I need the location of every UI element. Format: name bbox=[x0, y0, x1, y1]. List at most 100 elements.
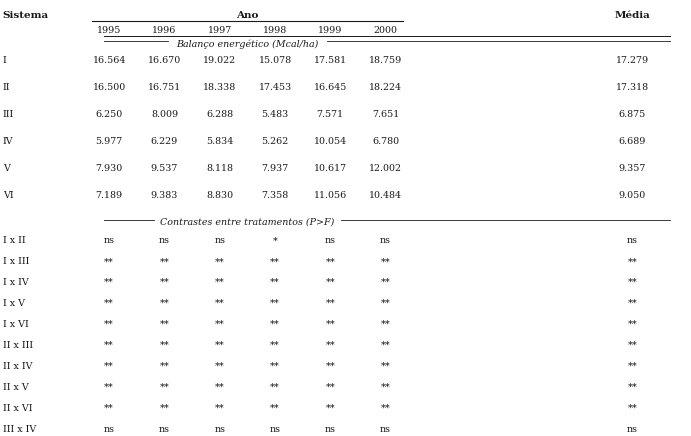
Text: **: ** bbox=[627, 404, 637, 413]
Text: 8.118: 8.118 bbox=[206, 164, 234, 173]
Text: III: III bbox=[3, 110, 14, 119]
Text: ns: ns bbox=[380, 425, 391, 434]
Text: ns: ns bbox=[269, 425, 281, 434]
Text: 6.229: 6.229 bbox=[151, 137, 178, 146]
Text: ns: ns bbox=[159, 236, 170, 245]
Text: ns: ns bbox=[104, 425, 115, 434]
Text: **: ** bbox=[104, 383, 114, 392]
Text: 9.383: 9.383 bbox=[151, 191, 178, 200]
Text: Sistema: Sistema bbox=[3, 11, 49, 20]
Text: **: ** bbox=[104, 341, 114, 350]
Text: ns: ns bbox=[380, 236, 391, 245]
Text: 6.250: 6.250 bbox=[95, 110, 123, 119]
Text: ns: ns bbox=[214, 236, 225, 245]
Text: 12.002: 12.002 bbox=[369, 164, 402, 173]
Text: **: ** bbox=[381, 257, 390, 266]
Text: 19.022: 19.022 bbox=[203, 56, 236, 65]
Text: **: ** bbox=[215, 362, 225, 371]
Text: **: ** bbox=[215, 383, 225, 392]
Text: **: ** bbox=[381, 299, 390, 308]
Text: **: ** bbox=[104, 320, 114, 329]
Text: **: ** bbox=[215, 404, 225, 413]
Text: V: V bbox=[3, 164, 10, 173]
Text: 17.581: 17.581 bbox=[314, 56, 347, 65]
Text: 7.358: 7.358 bbox=[261, 191, 289, 200]
Text: Ano: Ano bbox=[236, 11, 258, 20]
Text: 10.484: 10.484 bbox=[369, 191, 402, 200]
Text: **: ** bbox=[325, 320, 335, 329]
Text: **: ** bbox=[627, 257, 637, 266]
Text: 7.937: 7.937 bbox=[261, 164, 289, 173]
Text: 6.780: 6.780 bbox=[372, 137, 399, 146]
Text: **: ** bbox=[325, 257, 335, 266]
Text: **: ** bbox=[160, 257, 169, 266]
Text: 6.689: 6.689 bbox=[618, 137, 646, 146]
Text: I x IV: I x IV bbox=[3, 278, 28, 287]
Text: 17.279: 17.279 bbox=[616, 56, 649, 65]
Text: ns: ns bbox=[325, 236, 336, 245]
Text: 16.500: 16.500 bbox=[93, 83, 126, 92]
Text: **: ** bbox=[270, 299, 280, 308]
Text: **: ** bbox=[160, 383, 169, 392]
Text: ns: ns bbox=[159, 425, 170, 434]
Text: I x V: I x V bbox=[3, 299, 25, 308]
Text: **: ** bbox=[270, 362, 280, 371]
Text: **: ** bbox=[160, 278, 169, 287]
Text: **: ** bbox=[381, 383, 390, 392]
Text: **: ** bbox=[627, 341, 637, 350]
Text: **: ** bbox=[325, 404, 335, 413]
Text: II: II bbox=[3, 83, 10, 92]
Text: III x IV: III x IV bbox=[3, 425, 36, 434]
Text: **: ** bbox=[215, 257, 225, 266]
Text: 5.834: 5.834 bbox=[206, 137, 234, 146]
Text: Balanço energético (Mcal/ha): Balanço energético (Mcal/ha) bbox=[176, 39, 319, 49]
Text: **: ** bbox=[627, 320, 637, 329]
Text: 18.759: 18.759 bbox=[369, 56, 402, 65]
Text: **: ** bbox=[325, 341, 335, 350]
Text: 16.670: 16.670 bbox=[148, 56, 181, 65]
Text: ns: ns bbox=[627, 236, 638, 245]
Text: 7.651: 7.651 bbox=[372, 110, 399, 119]
Text: II x VI: II x VI bbox=[3, 404, 32, 413]
Text: 15.078: 15.078 bbox=[258, 56, 292, 65]
Text: **: ** bbox=[381, 341, 390, 350]
Text: VI: VI bbox=[3, 191, 13, 200]
Text: II x V: II x V bbox=[3, 383, 28, 392]
Text: **: ** bbox=[160, 320, 169, 329]
Text: **: ** bbox=[325, 362, 335, 371]
Text: 7.571: 7.571 bbox=[316, 110, 344, 119]
Text: 8.009: 8.009 bbox=[151, 110, 178, 119]
Text: **: ** bbox=[325, 383, 335, 392]
Text: **: ** bbox=[160, 404, 169, 413]
Text: 9.357: 9.357 bbox=[618, 164, 646, 173]
Text: **: ** bbox=[627, 362, 637, 371]
Text: **: ** bbox=[381, 320, 390, 329]
Text: ns: ns bbox=[627, 425, 638, 434]
Text: **: ** bbox=[381, 404, 390, 413]
Text: 9.050: 9.050 bbox=[618, 191, 646, 200]
Text: 10.054: 10.054 bbox=[314, 137, 347, 146]
Text: I x VI: I x VI bbox=[3, 320, 28, 329]
Text: **: ** bbox=[104, 278, 114, 287]
Text: 1998: 1998 bbox=[263, 26, 287, 35]
Text: **: ** bbox=[325, 299, 335, 308]
Text: **: ** bbox=[104, 362, 114, 371]
Text: ns: ns bbox=[325, 425, 336, 434]
Text: **: ** bbox=[381, 362, 390, 371]
Text: **: ** bbox=[160, 362, 169, 371]
Text: **: ** bbox=[381, 278, 390, 287]
Text: 1996: 1996 bbox=[152, 26, 177, 35]
Text: 5.977: 5.977 bbox=[95, 137, 123, 146]
Text: 2000: 2000 bbox=[374, 26, 397, 35]
Text: **: ** bbox=[104, 404, 114, 413]
Text: **: ** bbox=[270, 320, 280, 329]
Text: 17.318: 17.318 bbox=[616, 83, 649, 92]
Text: 18.224: 18.224 bbox=[369, 83, 402, 92]
Text: II x IV: II x IV bbox=[3, 362, 32, 371]
Text: 16.645: 16.645 bbox=[314, 83, 347, 92]
Text: **: ** bbox=[215, 320, 225, 329]
Text: **: ** bbox=[270, 257, 280, 266]
Text: **: ** bbox=[215, 278, 225, 287]
Text: IV: IV bbox=[3, 137, 13, 146]
Text: 10.617: 10.617 bbox=[314, 164, 347, 173]
